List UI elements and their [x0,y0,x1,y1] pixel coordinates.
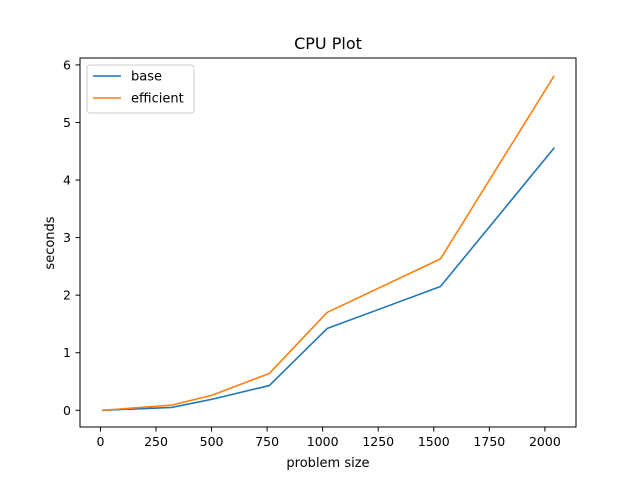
legend-label-efficient: efficient [131,92,184,107]
y-tick-label: 4 [63,173,71,188]
y-tick-label: 5 [63,115,71,130]
y-tick-label: 3 [63,230,71,245]
legend-box [86,64,195,114]
x-tick-label: 2000 [529,434,561,449]
chart-title: CPU Plot [294,34,362,53]
x-tick-label: 1000 [307,434,339,449]
axes-frame [79,57,577,428]
series-line-efficient [101,75,555,412]
y-axis-label: seconds [43,216,58,269]
legend: base efficient [86,64,195,114]
y-tick-label: 1 [63,345,71,360]
series-line-base [101,147,555,412]
plot-area: 0 250 500 750 1000 1250 1500 1750 2000 0 1 2 3 4 5 6 [63,57,577,449]
x-tick-label: 500 [200,434,224,449]
y-tick-label: 6 [63,57,71,72]
x-axis-label: problem size [286,456,369,471]
x-tick-label: 250 [144,434,168,449]
y-tick-label: 2 [63,288,71,303]
legend-label-base: base [131,70,162,85]
x-tick-label: 0 [96,434,104,449]
x-tick-label: 1500 [418,434,450,449]
x-tick-label: 750 [255,434,279,449]
y-tick-label: 0 [63,403,71,418]
x-tick-label: 1750 [473,434,505,449]
x-tick-label: 1250 [362,434,394,449]
